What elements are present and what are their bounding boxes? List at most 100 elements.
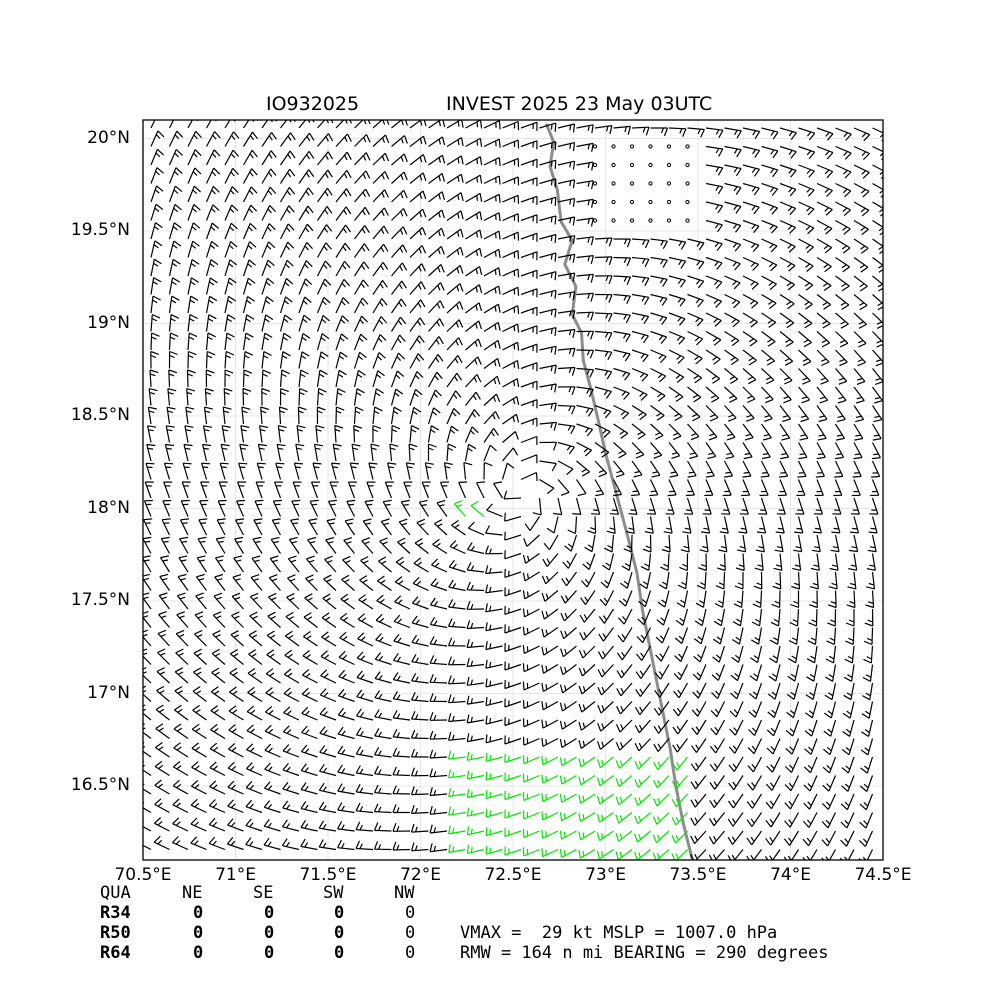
- barb-half-feather: [319, 373, 325, 378]
- barb-half-feather: [436, 321, 441, 327]
- barb-half-feather: [639, 372, 645, 378]
- barb-feather: [609, 125, 613, 135]
- wind-barb: [705, 127, 724, 138]
- barb-feather: [578, 685, 583, 695]
- barb-shaft: [682, 608, 689, 626]
- wind-barb: [613, 349, 631, 362]
- barb-half-feather: [185, 429, 192, 432]
- barb-half-feather: [602, 651, 606, 657]
- barb-shaft: [483, 444, 491, 462]
- wind-barb: [732, 608, 744, 627]
- barb-half-feather: [363, 120, 367, 125]
- wind-barb: [631, 367, 649, 382]
- wind-barb: [560, 627, 577, 640]
- barb-shaft: [520, 380, 538, 388]
- barb-shaft: [576, 386, 594, 390]
- wind-barb: [159, 555, 171, 573]
- barb-shaft: [324, 558, 337, 573]
- barb-feather: [326, 224, 333, 232]
- barb-shaft: [377, 580, 392, 591]
- barb-feather: [808, 132, 816, 141]
- barb-shaft: [372, 407, 376, 425]
- barb-shaft: [298, 260, 307, 277]
- barb-shaft: [755, 682, 763, 700]
- barb-half-feather: [733, 223, 738, 229]
- wind-barb: [539, 345, 557, 355]
- calm-wind-marker: [648, 144, 653, 149]
- wind-barb: [224, 259, 238, 277]
- barb-shaft: [248, 653, 263, 665]
- barb-feather: [748, 379, 757, 385]
- wind-barb: [742, 219, 760, 234]
- barb-shaft: [650, 330, 667, 338]
- wind-barb: [687, 386, 702, 403]
- barb-half-feather: [775, 582, 781, 586]
- barb-shaft: [394, 601, 411, 610]
- barb-feather: [826, 171, 834, 179]
- barb-shaft: [242, 388, 245, 406]
- wind-barb: [772, 571, 782, 590]
- wind-barb: [465, 320, 482, 332]
- barb-feather: [476, 374, 482, 383]
- wind-barb: [853, 386, 865, 404]
- wind-barb: [252, 536, 263, 554]
- barb-feather: [822, 323, 831, 329]
- barb-half-feather: [215, 615, 222, 619]
- calm-wind-marker: [685, 144, 690, 149]
- barb-feather: [639, 583, 648, 590]
- barb-feather: [867, 549, 877, 553]
- barb-shaft: [271, 519, 282, 536]
- barb-half-feather: [676, 336, 682, 341]
- barb-half-feather: [621, 633, 626, 639]
- barb-feather: [802, 380, 811, 385]
- barb-half-feather: [307, 597, 313, 601]
- barb-feather: [356, 651, 364, 659]
- wind-barb: [609, 497, 619, 515]
- barb-feather: [644, 239, 650, 249]
- wind-barb: [520, 177, 538, 187]
- barb-half-feather: [832, 546, 839, 549]
- calm-wind-marker: [685, 218, 690, 223]
- barb-half-feather: [476, 213, 479, 220]
- barb-half-feather: [830, 601, 837, 605]
- barb-shaft: [187, 131, 197, 147]
- wind-barb: [687, 127, 705, 138]
- wind-barb: [411, 692, 429, 703]
- barb-half-feather: [360, 301, 365, 306]
- calm-wind-marker: [592, 144, 598, 149]
- barb-half-feather: [840, 320, 846, 325]
- barb-feather: [440, 246, 445, 255]
- barb-half-feather: [352, 447, 359, 450]
- wind-barb: [372, 189, 389, 203]
- barb-half-feather: [416, 561, 422, 566]
- barb-half-feather: [755, 618, 761, 623]
- barb-feather: [265, 668, 274, 675]
- barb-half-feather: [785, 320, 791, 325]
- barb-shaft: [187, 332, 190, 351]
- wind-barb: [730, 682, 744, 700]
- barb-feather: [364, 206, 371, 216]
- wind-barb: [307, 536, 318, 554]
- barb-shaft: [278, 406, 282, 425]
- barb-feather: [674, 415, 683, 422]
- barb-shaft: [779, 405, 791, 420]
- wind-barb: [205, 332, 216, 351]
- barb-half-feather: [550, 142, 553, 149]
- wind-barb: [353, 333, 368, 351]
- barb-shaft: [853, 331, 867, 344]
- barb-shaft: [387, 462, 393, 480]
- wind-barb: [522, 553, 540, 564]
- barb-half-feather: [270, 615, 276, 620]
- barb-shaft: [428, 191, 443, 203]
- barb-shaft: [175, 633, 189, 647]
- barb-half-feather: [451, 697, 455, 703]
- wind-barb: [539, 383, 557, 393]
- barb-shaft: [612, 497, 619, 515]
- barb-feather: [178, 555, 188, 559]
- wind-barb: [393, 614, 411, 629]
- barb-shaft: [446, 228, 462, 240]
- barb-feather: [338, 650, 346, 658]
- barb-feather: [626, 276, 632, 286]
- barb-half-feather: [672, 432, 679, 436]
- wind-barb: [224, 295, 237, 314]
